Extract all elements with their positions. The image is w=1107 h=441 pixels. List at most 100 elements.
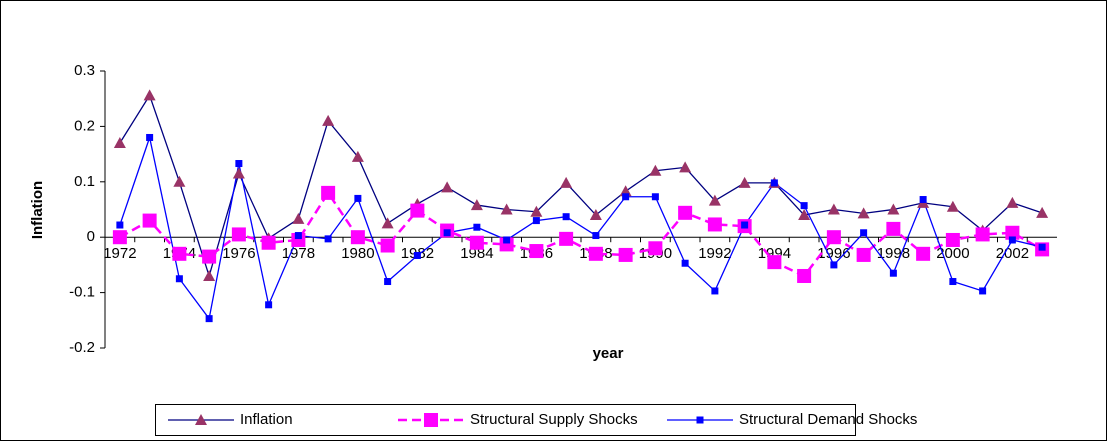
data-point xyxy=(112,230,127,245)
data-point xyxy=(351,150,364,162)
data-point xyxy=(916,246,931,261)
data-point xyxy=(470,199,483,211)
series-line xyxy=(119,135,1043,321)
data-point xyxy=(649,164,662,176)
data-point xyxy=(235,160,243,168)
data-point xyxy=(889,269,897,277)
data-point xyxy=(503,236,511,244)
data-point xyxy=(592,232,600,240)
data-point xyxy=(205,315,213,323)
data-point xyxy=(560,176,573,188)
data-point xyxy=(618,247,633,262)
y-tick-label: -0.2 xyxy=(69,339,95,356)
y-tick-label: 0.3 xyxy=(74,62,95,79)
data-point xyxy=(142,213,157,228)
data-point xyxy=(473,223,481,231)
data-point xyxy=(562,213,570,221)
data-point xyxy=(231,227,246,242)
legend-label: Structural Demand Shocks xyxy=(739,411,917,428)
data-point xyxy=(413,251,421,259)
data-point xyxy=(738,176,751,188)
data-point xyxy=(350,230,365,245)
data-point xyxy=(945,232,960,247)
data-point xyxy=(886,221,901,236)
data-point xyxy=(681,259,689,267)
data-point xyxy=(830,261,838,269)
data-point xyxy=(232,167,245,179)
data-point xyxy=(175,275,183,283)
y-axis-label: Inflation xyxy=(29,181,46,239)
x-tick-label: 1972 xyxy=(103,245,136,262)
x-tick-label: 1980 xyxy=(341,245,374,262)
data-point xyxy=(856,247,871,262)
data-point xyxy=(946,200,959,212)
data-point xyxy=(798,209,811,221)
data-point xyxy=(651,193,659,201)
data-point xyxy=(679,161,692,173)
x-tick-label: 1992 xyxy=(698,245,731,262)
data-point xyxy=(589,209,602,221)
data-point xyxy=(116,221,124,229)
data-point xyxy=(265,301,273,309)
data-point xyxy=(711,287,719,295)
data-point xyxy=(648,241,663,256)
y-tick-label: 0 xyxy=(87,228,95,245)
data-point xyxy=(800,202,808,210)
data-point xyxy=(410,203,425,218)
data-point xyxy=(559,231,574,246)
x-tick-label: 1998 xyxy=(877,245,910,262)
data-point xyxy=(1008,236,1016,244)
data-point xyxy=(203,269,216,281)
data-point xyxy=(321,185,336,200)
data-point xyxy=(919,196,927,204)
x-axis-label: year xyxy=(593,345,624,362)
data-point xyxy=(741,221,749,229)
data-point xyxy=(113,137,126,149)
data-point xyxy=(469,235,484,250)
data-point xyxy=(172,246,187,261)
data-point xyxy=(292,212,305,224)
data-point xyxy=(622,193,630,201)
data-point xyxy=(443,229,451,237)
data-point xyxy=(975,227,990,242)
data-point xyxy=(588,246,603,261)
data-point xyxy=(826,230,841,245)
x-tick-label: 1994 xyxy=(758,245,791,262)
data-point xyxy=(500,203,513,215)
data-point xyxy=(384,278,392,286)
legend-marker xyxy=(424,413,438,427)
data-point xyxy=(261,235,276,250)
data-point xyxy=(146,133,154,141)
data-point xyxy=(354,194,362,202)
data-point xyxy=(1038,243,1046,251)
data-point xyxy=(770,179,778,187)
data-point xyxy=(324,235,332,243)
data-point xyxy=(827,203,840,215)
legend-label: Structural Supply Shocks xyxy=(470,411,638,428)
data-point xyxy=(143,89,156,101)
data-point xyxy=(529,244,544,259)
data-point xyxy=(949,278,957,286)
data-point xyxy=(887,203,900,215)
data-point xyxy=(1005,225,1020,240)
x-tick-label: 2002 xyxy=(996,245,1029,262)
x-tick-label: 1976 xyxy=(222,245,255,262)
legend-box xyxy=(155,404,856,436)
data-point xyxy=(708,194,721,206)
data-point xyxy=(441,181,454,193)
y-tick-label: -0.1 xyxy=(69,284,95,301)
data-point xyxy=(707,217,722,232)
y-tick-label: 0.2 xyxy=(74,117,95,134)
legend-marker xyxy=(195,414,207,425)
data-point xyxy=(173,175,186,187)
data-point xyxy=(1036,206,1049,218)
data-point xyxy=(979,287,987,295)
data-point xyxy=(530,205,543,217)
data-point xyxy=(860,229,868,237)
data-point xyxy=(294,232,302,240)
data-point xyxy=(678,205,693,220)
series-line xyxy=(119,93,1043,279)
